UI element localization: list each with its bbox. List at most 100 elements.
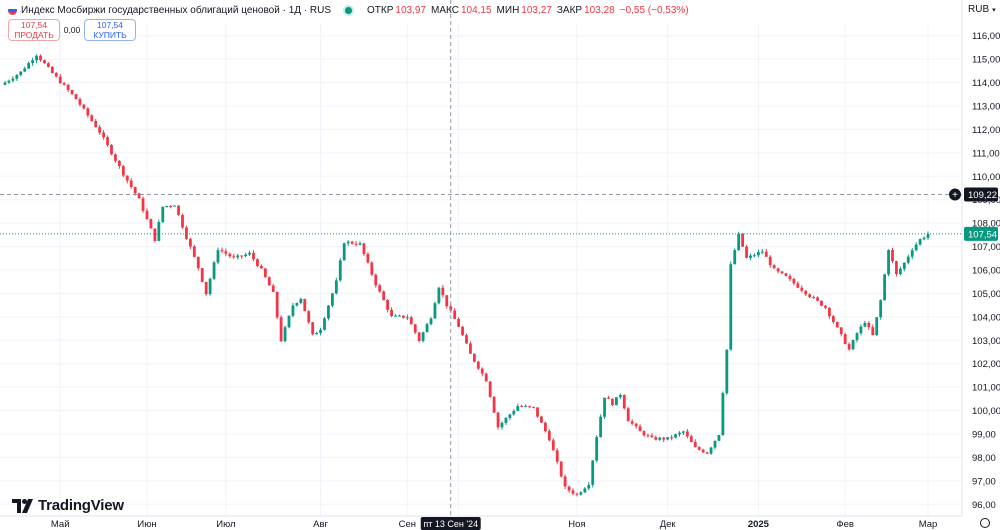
last-price-label: 107,54	[964, 226, 998, 241]
axis-settings-icon[interactable]	[980, 518, 990, 528]
candle-body	[575, 493, 579, 495]
crosshair-date-tag	[420, 517, 481, 530]
candle-body	[492, 396, 496, 413]
candle-body	[855, 333, 859, 341]
candle-body	[220, 250, 224, 252]
low-label: МИН	[496, 4, 520, 16]
candle-body	[835, 322, 839, 328]
x-tick-label: Сен	[399, 519, 416, 530]
tradingview-logo-icon	[12, 498, 33, 513]
candle-body	[768, 256, 772, 266]
currency-selector[interactable]: RUB ▾	[968, 4, 996, 15]
candle-body	[11, 78, 15, 81]
candle-body	[346, 241, 350, 244]
add-alert-icon[interactable]	[949, 188, 961, 201]
time-axis[interactable]: МайИюнИюлАвгСенОктНояДек2025ФевМар	[0, 515, 962, 530]
candle-body	[827, 307, 831, 317]
candle-body	[90, 115, 94, 121]
candle-body	[721, 393, 725, 436]
candle-body	[540, 416, 543, 423]
candle-body	[323, 318, 326, 330]
candle-body	[212, 262, 216, 279]
candle-body	[567, 486, 571, 491]
candle-body	[480, 368, 484, 374]
candle-body	[425, 324, 429, 333]
candle-body	[370, 262, 374, 275]
candle-body	[398, 315, 401, 317]
logo-text: TradingView	[38, 497, 124, 514]
sell-price: 107,54	[21, 20, 47, 30]
plus-icon: +	[952, 190, 958, 201]
candle-body	[579, 492, 583, 495]
y-tick-label: 103,00	[972, 336, 1000, 347]
candle-body	[626, 408, 630, 422]
candle-body	[200, 268, 204, 282]
buy-button[interactable]: 107,54 КУПИТЬ	[84, 19, 136, 41]
candle-body	[847, 344, 851, 350]
trade-buttons: 107,54 ПРОДАТЬ 0,00 107,54 КУПИТЬ	[8, 19, 136, 41]
candle-body	[433, 303, 437, 319]
price-axis[interactable]: 96,00 97,00 98,00 99,00 100,00 101,00 102,00 10…	[961, 0, 1000, 516]
candle-body	[528, 406, 532, 408]
candle-body	[658, 437, 662, 440]
candle-body	[311, 322, 315, 335]
candle-body	[66, 84, 70, 91]
candle-body	[354, 243, 358, 245]
candle-body	[603, 397, 606, 417]
candle-body	[279, 317, 283, 342]
candle-body	[693, 441, 697, 448]
candle-body	[173, 205, 177, 207]
candle-body	[177, 205, 180, 215]
candle-body	[121, 166, 125, 176]
candle-body	[682, 431, 685, 433]
candle-body	[705, 452, 709, 454]
candle-body	[484, 373, 488, 382]
y-tick-label: 107,00	[972, 242, 1000, 253]
candle-body	[129, 180, 133, 187]
close-value: 103,28	[584, 4, 615, 16]
last-price-text: 107,54	[968, 229, 997, 240]
candle-body	[685, 431, 689, 437]
candle-body	[232, 256, 236, 258]
candle-body	[236, 255, 240, 258]
candle-body	[914, 244, 918, 251]
buy-price: 107,54	[97, 20, 123, 30]
candle-body	[729, 264, 733, 350]
high-value: 104,15	[460, 4, 492, 16]
candle-body	[445, 295, 449, 307]
candle-body	[149, 219, 153, 229]
candle-body	[334, 280, 338, 294]
candle-body	[689, 436, 693, 442]
candle-body	[437, 287, 441, 304]
candle-body	[512, 410, 516, 415]
candle-body	[181, 214, 184, 228]
high-label: МАКС	[431, 4, 459, 16]
candle-body	[192, 246, 196, 257]
close-label: ЗАКР	[556, 4, 583, 16]
candle-body	[638, 426, 642, 432]
candle-body	[3, 82, 7, 85]
candle-body	[141, 198, 145, 211]
candle-body	[812, 297, 816, 299]
candle-body	[15, 74, 19, 79]
y-tick-label: 100,00	[972, 406, 1000, 417]
candle-body	[421, 332, 425, 341]
symbol-title[interactable]: Индекс Мосбиржи государственных облигаци…	[21, 4, 332, 16]
candle-body	[500, 422, 504, 428]
candle-body	[240, 255, 244, 257]
candle-body	[82, 104, 86, 109]
candle-body	[883, 274, 887, 301]
y-tick-label: 113,00	[972, 102, 1000, 113]
candle-body	[650, 435, 654, 438]
candle-body	[646, 435, 650, 437]
y-tick-label: 99,00	[972, 430, 996, 441]
x-tick-label: Июн	[137, 519, 156, 530]
tradingview-logo[interactable]: TradingView	[12, 497, 124, 514]
candle-body	[733, 250, 737, 265]
sell-button[interactable]: 107,54 ПРОДАТЬ	[8, 19, 60, 41]
candle-body	[559, 461, 563, 477]
candle-body	[745, 246, 748, 258]
candle-body	[780, 271, 784, 274]
candle-body	[263, 268, 267, 278]
